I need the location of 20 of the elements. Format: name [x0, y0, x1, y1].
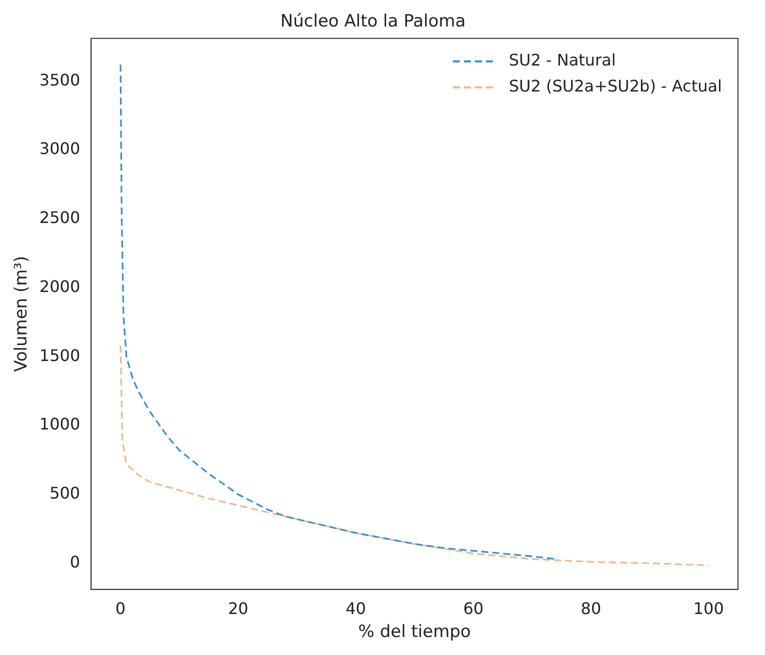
- y-axis-title: Volumen (m³): [12, 256, 32, 372]
- line-series: [120, 344, 710, 566]
- y-tick-label: 0: [70, 552, 80, 572]
- x-tick-label: 80: [580, 599, 602, 618]
- y-tick-label: 2000: [39, 276, 80, 296]
- x-axis-title: % del tiempo: [358, 622, 471, 642]
- y-tick-label: 3000: [39, 139, 80, 158]
- chart-title: Núcleo Alto la Paloma: [280, 12, 466, 32]
- y-tick-label: 2500: [39, 208, 80, 228]
- x-tick-label: 20: [228, 599, 248, 618]
- x-tick-label: 100: [693, 599, 724, 618]
- x-tick-label: 0: [115, 599, 126, 618]
- y-tick-label: 500: [50, 484, 80, 503]
- y-tick-label: 1000: [39, 414, 80, 434]
- x-tick-label: 60: [463, 599, 484, 618]
- y-tick-label: 1500: [39, 346, 80, 365]
- y-tick-label: 3500: [39, 70, 80, 90]
- x-tick-label: 40: [346, 599, 366, 618]
- legend-label: SU2 - Natural: [508, 50, 616, 70]
- legend-label: SU2 (SU2a+SU2b) - Actual: [508, 76, 722, 96]
